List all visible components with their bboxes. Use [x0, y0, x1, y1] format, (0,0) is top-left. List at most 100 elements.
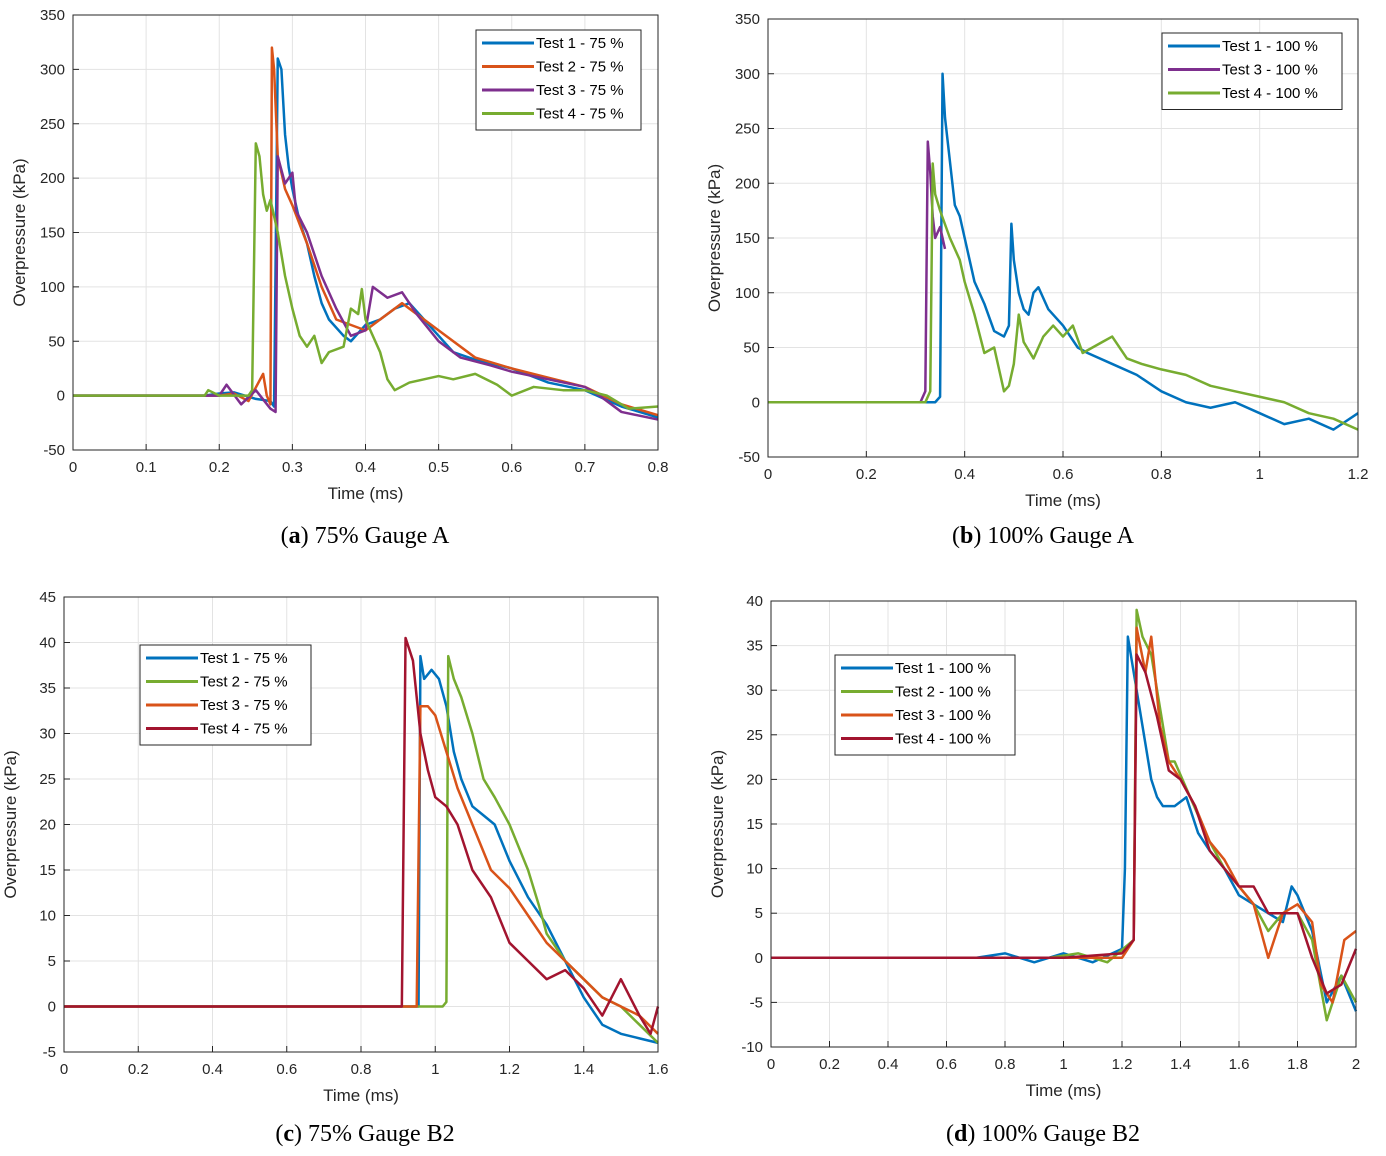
data-line — [768, 162, 1359, 431]
data-line — [771, 653, 1358, 995]
x-tick-label: 1.2 — [1112, 1056, 1133, 1073]
caption: (a) 75% Gauge A — [281, 523, 450, 549]
x-tick-label: 0.2 — [819, 1056, 840, 1073]
x-tick-label: 0.8 — [351, 1061, 372, 1078]
x-tick-label: 0 — [60, 1061, 68, 1078]
y-tick-label: 350 — [40, 7, 65, 24]
legend-label: Test 2 - 75 % — [536, 59, 624, 76]
y-tick-label: 40 — [39, 635, 56, 652]
legend: Test 1 - 75 % Test 2 - 75 % Test 3 - 75 % T… — [475, 29, 642, 131]
x-tick-label: 1.4 — [1170, 1056, 1191, 1073]
y-tick-label: 50 — [743, 340, 760, 357]
y-axis-label: Overpressure (kPa) — [10, 158, 29, 306]
chart-panel: 0 0.2 0.4 0.6 0.8 1 1.2-5005010015020025030035… — [705, 11, 1368, 549]
y-tick-label: 250 — [735, 121, 760, 138]
data-line — [771, 635, 1358, 1012]
x-tick-label: 0.5 — [428, 459, 449, 476]
x-tick-label: 1.8 — [1287, 1056, 1308, 1073]
y-tick-label: 10 — [746, 861, 763, 878]
x-tick-label: 0.6 — [276, 1061, 297, 1078]
x-axis-label: Time (ms) — [328, 484, 404, 503]
y-axis-label: Overpressure (kPa) — [705, 164, 724, 312]
caption: (b) 100% Gauge A — [952, 523, 1135, 549]
y-tick-label: 25 — [39, 771, 56, 788]
x-tick-label: 0.8 — [648, 459, 669, 476]
x-axis-label: Time (ms) — [323, 1086, 399, 1105]
x-tick-label: 0.8 — [1151, 466, 1172, 483]
y-tick-label: 0 — [752, 394, 760, 411]
data-line — [64, 654, 659, 1045]
y-tick-label: -50 — [43, 442, 65, 459]
x-axis-label: Time (ms) — [1026, 1081, 1102, 1100]
caption-part: ( — [281, 523, 289, 549]
legend-label: Test 1 - 100 % — [1222, 38, 1318, 55]
legend-label: Test 1 - 100 % — [895, 660, 991, 677]
y-tick-label: 250 — [40, 116, 65, 133]
data-line — [64, 704, 659, 1035]
x-tick-label: 0.2 — [209, 459, 230, 476]
y-tick-label: 30 — [746, 682, 763, 699]
x-tick-label: 1.6 — [1229, 1056, 1250, 1073]
legend-label: Test 2 - 100 % — [895, 684, 991, 701]
data-line — [73, 46, 659, 417]
chart-panel: 0 0.1 0.2 0.3 0.4 0.5 0.6 0.7 0.8-50050100150200… — [10, 7, 668, 549]
y-tick-label: 150 — [40, 225, 65, 242]
x-tick-label: 0.1 — [136, 459, 157, 476]
caption-part: ( — [952, 523, 960, 549]
legend-label: Test 4 - 75 % — [536, 106, 624, 123]
y-tick-label: 300 — [735, 66, 760, 83]
legend-label: Test 4 - 100 % — [895, 731, 991, 748]
y-tick-label: 100 — [40, 279, 65, 296]
caption-part: ( — [275, 1121, 283, 1147]
y-tick-label: 200 — [735, 175, 760, 192]
y-tick-label: -50 — [738, 449, 760, 466]
legend: Test 1 - 100 % Test 3 - 100 % Test 4 - 100… — [1161, 32, 1343, 110]
y-tick-label: 10 — [39, 908, 56, 925]
caption-part: b — [960, 523, 973, 549]
x-tick-label: 1 — [1255, 466, 1263, 483]
caption-part: c — [283, 1121, 294, 1147]
x-tick-label: 0.2 — [128, 1061, 149, 1078]
y-tick-label: 15 — [39, 862, 56, 879]
y-axis-label: Overpressure (kPa) — [708, 750, 727, 898]
y-tick-label: 25 — [746, 727, 763, 744]
legend-label: Test 1 - 75 % — [536, 35, 624, 52]
x-tick-label: 1.2 — [499, 1061, 520, 1078]
x-tick-label: 0.4 — [954, 466, 975, 483]
x-tick-label: 1 — [431, 1061, 439, 1078]
y-tick-label: 100 — [735, 285, 760, 302]
data-line — [64, 636, 660, 1036]
caption-part: ) 100% Gauge A — [973, 523, 1134, 549]
y-axis-label: Overpressure (kPa) — [1, 750, 20, 898]
x-tick-label: 1.6 — [648, 1061, 669, 1078]
y-tick-label: 20 — [746, 771, 763, 788]
legend-label: Test 3 - 100 % — [895, 707, 991, 724]
legend: Test 1 - 100 % Test 2 - 100 % Test 3 - 100… — [834, 654, 1016, 756]
y-tick-label: 50 — [48, 333, 65, 350]
y-tick-label: 200 — [40, 170, 65, 187]
x-tick-label: 0.6 — [1053, 466, 1074, 483]
legend-label: Test 1 - 75 % — [200, 650, 288, 667]
caption-part: ) 75% Gauge B2 — [294, 1121, 455, 1147]
data-line — [768, 140, 947, 404]
legend-label: Test 3 - 75 % — [200, 697, 288, 714]
legend-label: Test 3 - 75 % — [536, 82, 624, 99]
y-tick-label: 35 — [39, 680, 56, 697]
y-tick-label: 30 — [39, 726, 56, 743]
caption-part: d — [954, 1121, 968, 1147]
chart-panel: 0 0.2 0.4 0.6 0.8 1 1.2 1.4 1.6-5051015202530354… — [1, 589, 668, 1147]
chart-panel: 0 0.2 0.4 0.6 0.8 1 1.2 1.4 1.6 1.8 2 -10 -5 0 5 10 15 20… — [708, 593, 1360, 1147]
y-tick-label: 0 — [48, 999, 56, 1016]
legend: Test 1 - 75 % Test 2 - 75 % Test 3 - 75 % T… — [139, 644, 312, 746]
x-tick-label: 0 — [764, 466, 772, 483]
y-tick-label: 5 — [48, 953, 56, 970]
x-tick-label: 1.2 — [1348, 466, 1369, 483]
x-tick-label: 0 — [767, 1056, 775, 1073]
x-tick-label: 0.2 — [856, 466, 877, 483]
data-line — [73, 142, 659, 410]
legend-label: Test 4 - 75 % — [200, 721, 288, 738]
plot-frame — [72, 14, 659, 451]
caption-part: a — [289, 523, 301, 549]
x-tick-label: 0.6 — [501, 459, 522, 476]
